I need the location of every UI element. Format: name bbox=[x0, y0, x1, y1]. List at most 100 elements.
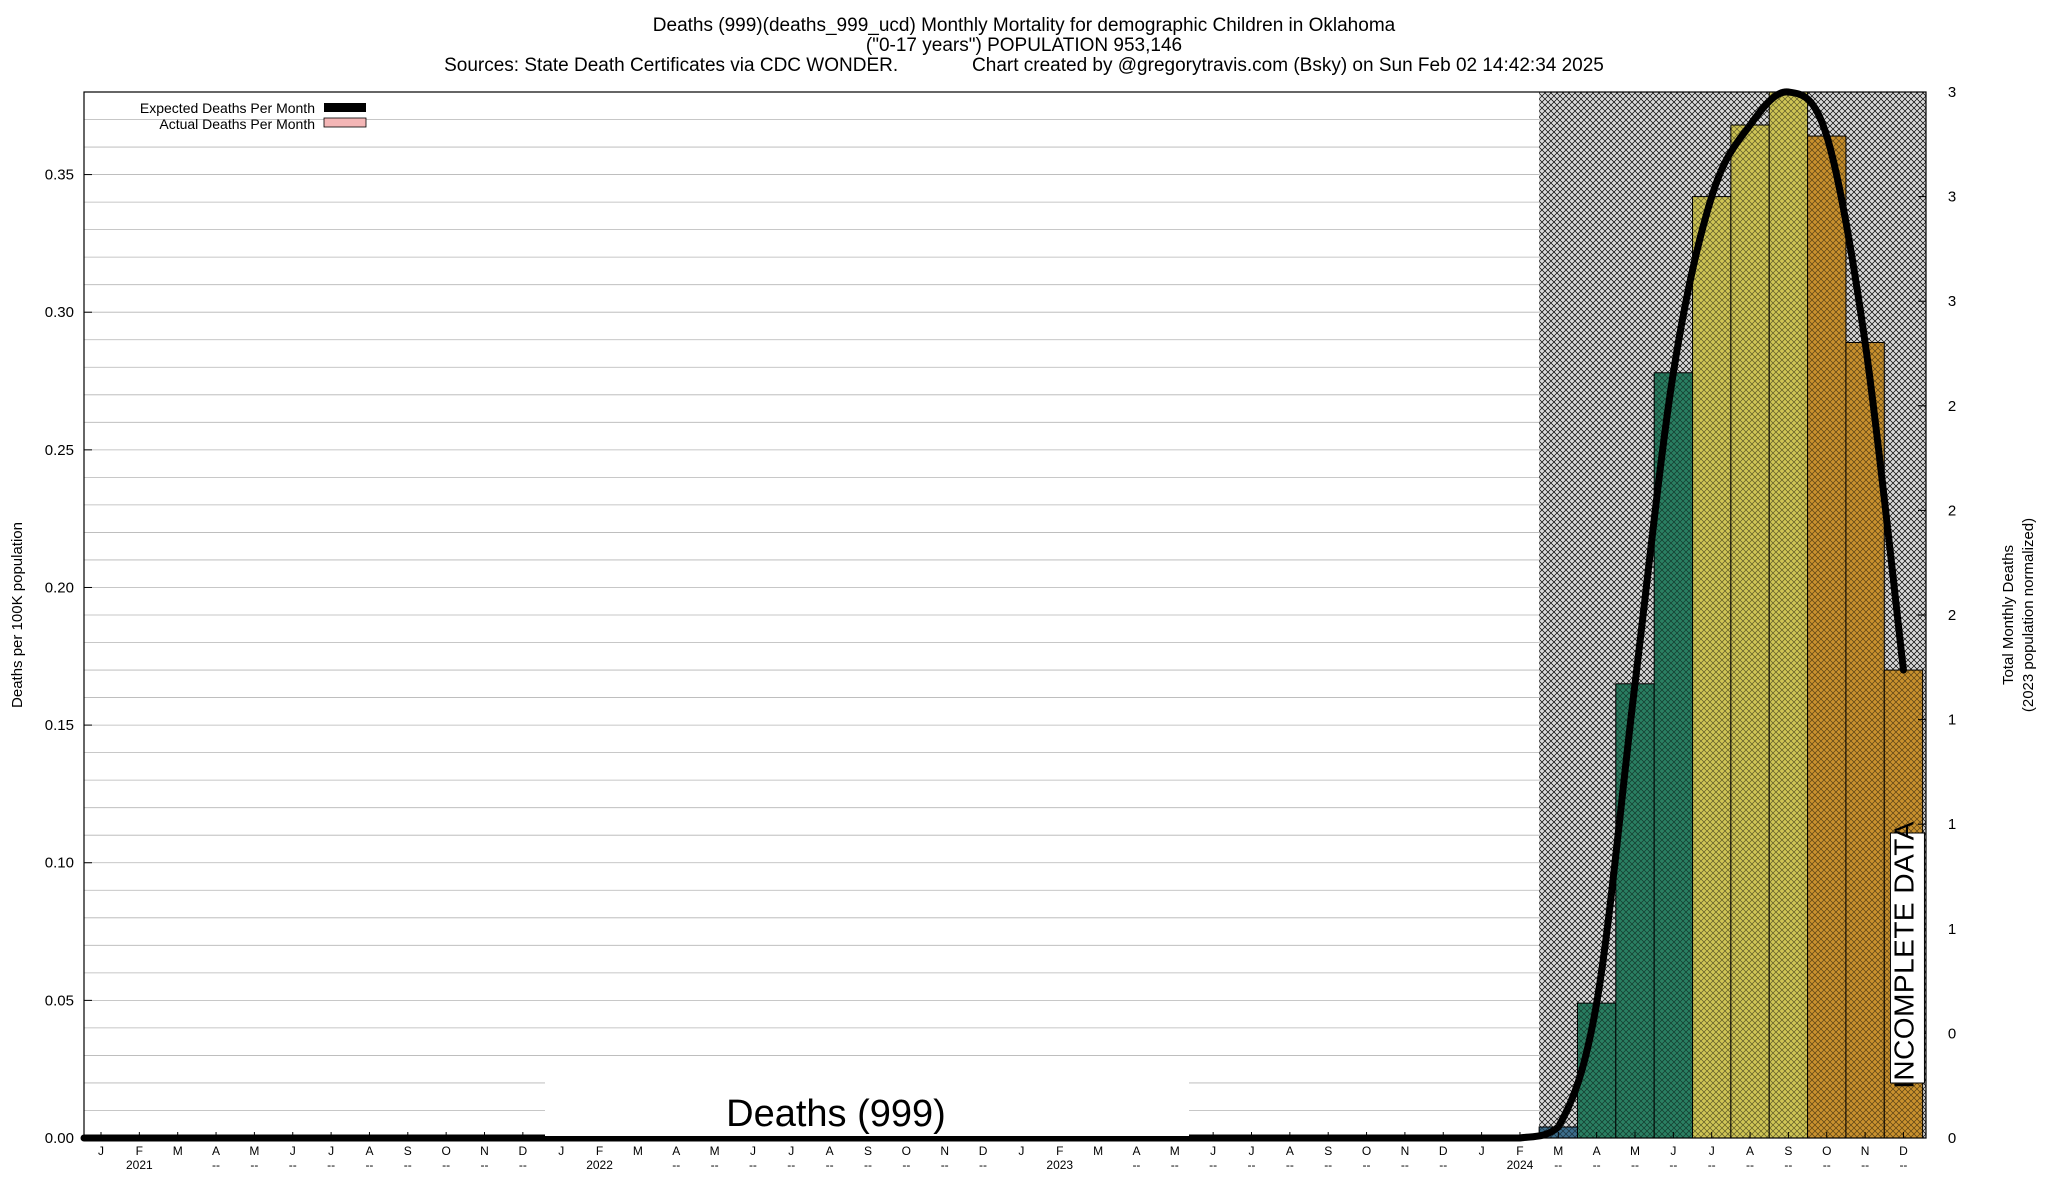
chart-title-line-3: Sources: State Death Certificates via CD… bbox=[444, 55, 1604, 76]
x-tick-label: J bbox=[1479, 1144, 1485, 1158]
x-tick-sublabel: -- bbox=[442, 1158, 450, 1172]
x-tick-label: J bbox=[328, 1144, 334, 1158]
bar-hatch bbox=[1807, 136, 1846, 1138]
x-tick-label: O bbox=[441, 1144, 450, 1158]
x-tick-label: N bbox=[480, 1144, 489, 1158]
legend-expected-label: Expected Deaths Per Month bbox=[140, 100, 315, 116]
y2-tick-label: 0 bbox=[1948, 1130, 1956, 1147]
y-tick-label: 0.25 bbox=[45, 442, 74, 459]
y-tick-label: 0.05 bbox=[45, 992, 74, 1009]
y-tick-label: 0.10 bbox=[45, 855, 74, 872]
x-tick-label: A bbox=[672, 1144, 680, 1158]
x-tick-sublabel: -- bbox=[1286, 1158, 1294, 1172]
x-tick-sublabel: -- bbox=[1784, 1158, 1792, 1172]
x-tick-label: A bbox=[1132, 1144, 1140, 1158]
x-tick-label: A bbox=[1286, 1144, 1294, 1158]
annotation-label: INCOMPLETE DATA bbox=[1888, 821, 1919, 1089]
y2-tick-label: 1 bbox=[1948, 816, 1956, 833]
x-tick-sublabel: -- bbox=[250, 1158, 258, 1172]
x-tick-sublabel: -- bbox=[365, 1158, 373, 1172]
x-tick-label: M bbox=[1170, 1144, 1180, 1158]
y2-axis-label-line-1: Total Monthly Deaths bbox=[2000, 545, 2017, 685]
y-axis-label: Deaths per 100K population bbox=[9, 522, 26, 708]
x-tick-sublabel: -- bbox=[864, 1158, 872, 1172]
x-tick-sublabel: -- bbox=[1823, 1158, 1831, 1172]
x-tick-sublabel: -- bbox=[1132, 1158, 1140, 1172]
annotation-box bbox=[1889, 832, 1925, 1084]
y-tick-label: 0.00 bbox=[45, 1130, 74, 1147]
x-tick-label: O bbox=[1362, 1144, 1371, 1158]
bar-hatch bbox=[1730, 125, 1770, 1139]
x-tick-label: A bbox=[365, 1144, 373, 1158]
x-tick-sublabel: -- bbox=[481, 1158, 489, 1172]
x-tick-label: J bbox=[788, 1144, 794, 1158]
y-tick-label: 0.30 bbox=[45, 304, 74, 321]
x-tick-label: D bbox=[1439, 1144, 1448, 1158]
x-tick-sublabel: -- bbox=[1171, 1158, 1179, 1172]
legend-expected-swatch bbox=[324, 103, 366, 112]
y2-axis-label-line-2: (2023 population normalized) bbox=[2020, 518, 2037, 712]
chart-title-line-2: ("0-17 years") POPULATION 953,146 bbox=[866, 35, 1182, 56]
x-tick-sublabel: -- bbox=[1669, 1158, 1677, 1172]
x-tick-label: J bbox=[290, 1144, 296, 1158]
x-tick-label: M bbox=[1630, 1144, 1640, 1158]
y2-tick-label: 2 bbox=[1948, 502, 1956, 519]
y2-tick-label: 1 bbox=[1948, 921, 1956, 938]
x-tick-sublabel: -- bbox=[672, 1158, 680, 1172]
y2-tick-label: 2 bbox=[1948, 607, 1956, 624]
x-tick-label: J bbox=[750, 1144, 756, 1158]
x-tick-label: M bbox=[249, 1144, 259, 1158]
x-tick-label: S bbox=[404, 1144, 412, 1158]
bar-hatch bbox=[1769, 92, 1808, 1138]
x-tick-label: J bbox=[558, 1144, 564, 1158]
x-tick-label: F bbox=[1056, 1144, 1063, 1158]
x-tick-label: F bbox=[1516, 1144, 1523, 1158]
legend-actual-label: Actual Deaths Per Month bbox=[159, 116, 315, 132]
bars bbox=[1538, 91, 1924, 1139]
x-tick-label: O bbox=[1822, 1144, 1831, 1158]
x-tick-label: D bbox=[1899, 1144, 1908, 1158]
x-tick-label: M bbox=[1553, 1144, 1563, 1158]
x-tick-sublabel: -- bbox=[1631, 1158, 1639, 1172]
incomplete-data-annotation: INCOMPLETE DATA bbox=[1888, 821, 1925, 1089]
x-tick-label: J bbox=[1249, 1144, 1255, 1158]
y2-tick-label: 3 bbox=[1948, 84, 1956, 101]
x-tick-sublabel: -- bbox=[1439, 1158, 1447, 1172]
x-tick-label: J bbox=[1018, 1144, 1024, 1158]
x-tick-label: S bbox=[864, 1144, 872, 1158]
y2-tick-label: 0 bbox=[1948, 1025, 1956, 1042]
x-tick-label: J bbox=[1709, 1144, 1715, 1158]
x-tick-sublabel: -- bbox=[1324, 1158, 1332, 1172]
x-tick-sublabel: -- bbox=[749, 1158, 757, 1172]
x-tick-sublabel: -- bbox=[941, 1158, 949, 1172]
x-tick-sublabel: -- bbox=[1401, 1158, 1409, 1172]
x-tick-sublabel: 2021 bbox=[126, 1158, 153, 1172]
x-tick-sublabel: -- bbox=[787, 1158, 795, 1172]
bar-hatch bbox=[1615, 683, 1655, 1138]
x-tick-sublabel: -- bbox=[1708, 1158, 1716, 1172]
x-tick-label: N bbox=[1401, 1144, 1410, 1158]
x-tick-label: J bbox=[98, 1144, 104, 1158]
x-tick-sublabel: 2024 bbox=[1507, 1158, 1534, 1172]
x-tick-sublabel: -- bbox=[1899, 1158, 1907, 1172]
x-tick-sublabel: -- bbox=[327, 1158, 335, 1172]
x-tick-label: A bbox=[1593, 1144, 1601, 1158]
x-tick-label: M bbox=[710, 1144, 720, 1158]
x-tick-sublabel: -- bbox=[1248, 1158, 1256, 1172]
x-tick-sublabel: -- bbox=[289, 1158, 297, 1172]
x-tick-label: M bbox=[1093, 1144, 1103, 1158]
x-tick-label: S bbox=[1324, 1144, 1332, 1158]
x-tick-label: S bbox=[1784, 1144, 1792, 1158]
chart-title-line-1: Deaths (999)(deaths_999_ucd) Monthly Mor… bbox=[653, 15, 1396, 36]
x-tick-label: J bbox=[1670, 1144, 1676, 1158]
x-tick-label: N bbox=[940, 1144, 949, 1158]
x-tick-sublabel: -- bbox=[212, 1158, 220, 1172]
x-tick-label: D bbox=[979, 1144, 988, 1158]
x-tick-label: F bbox=[596, 1144, 603, 1158]
y-tick-label: 0.20 bbox=[45, 579, 74, 596]
y-tick-label: 0.35 bbox=[45, 167, 74, 184]
x-tick-sublabel: -- bbox=[1554, 1158, 1562, 1172]
bar-hatch bbox=[1692, 196, 1731, 1139]
x-tick-label: J bbox=[1210, 1144, 1216, 1158]
